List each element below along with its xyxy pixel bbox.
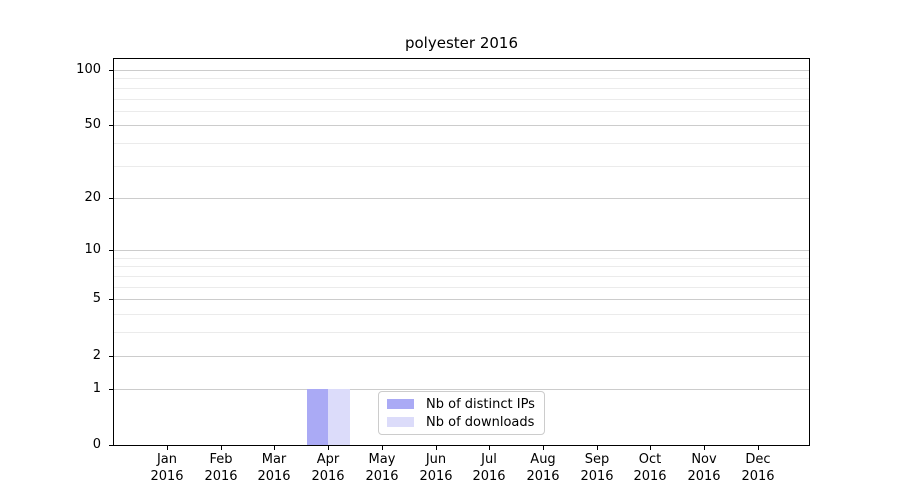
- gridline-minor: [113, 332, 810, 333]
- y-tick-label: 0: [92, 437, 101, 452]
- x-tick-label: Jul 2016: [472, 452, 506, 484]
- x-tick: [489, 446, 490, 450]
- bar: [328, 389, 350, 446]
- chart-title: polyester 2016: [404, 34, 518, 52]
- x-tick: [650, 446, 651, 450]
- x-tick-label: Mar 2016: [257, 452, 291, 484]
- legend-swatch: [387, 417, 414, 427]
- y-tick-label: 100: [76, 62, 101, 77]
- y-tick-label: 5: [92, 291, 101, 306]
- x-tick-label: Jun 2016: [419, 452, 453, 484]
- gridline-minor: [113, 276, 810, 277]
- gridline-major: [113, 198, 810, 199]
- y-tick: [109, 299, 113, 300]
- x-tick-label: Sep 2016: [580, 452, 614, 484]
- x-tick: [167, 446, 168, 450]
- x-tick: [328, 446, 329, 450]
- bar: [306, 389, 329, 446]
- x-tick: [758, 446, 759, 450]
- gridline-minor: [113, 88, 810, 89]
- x-tick-label: Apr 2016: [311, 452, 345, 484]
- x-tick-label: Aug 2016: [526, 452, 560, 484]
- legend-item: Nb of downloads: [387, 414, 535, 430]
- gridline-minor: [113, 78, 810, 79]
- y-tick: [109, 389, 113, 390]
- y-tick: [109, 250, 113, 251]
- gridline-minor: [113, 99, 810, 100]
- gridline-minor: [113, 166, 810, 167]
- legend: Nb of distinct IPs Nb of downloads: [378, 391, 545, 435]
- y-tick-label: 50: [84, 117, 101, 132]
- gridline-major: [113, 70, 810, 71]
- y-tick: [109, 70, 113, 71]
- x-tick: [597, 446, 598, 450]
- gridline-minor: [113, 111, 810, 112]
- x-tick: [221, 446, 222, 450]
- y-tick: [109, 445, 113, 446]
- y-tick-label: 20: [84, 190, 101, 205]
- x-tick: [543, 446, 544, 450]
- x-tick: [436, 446, 437, 450]
- x-tick-label: Nov 2016: [687, 452, 721, 484]
- y-tick-label: 10: [84, 242, 101, 257]
- x-tick: [704, 446, 705, 450]
- x-tick-label: Feb 2016: [204, 452, 238, 484]
- gridline-minor: [113, 258, 810, 259]
- gridline-major: [113, 356, 810, 357]
- gridline-minor: [113, 314, 810, 315]
- y-tick: [109, 125, 113, 126]
- gridline-minor: [113, 266, 810, 267]
- legend-swatch: [387, 399, 414, 409]
- x-tick-label: May 2016: [365, 452, 399, 484]
- y-tick: [109, 356, 113, 357]
- x-tick-label: Dec 2016: [741, 452, 775, 484]
- gridline-minor: [113, 287, 810, 288]
- legend-item: Nb of distinct IPs: [387, 396, 535, 412]
- x-tick-label: Oct 2016: [633, 452, 667, 484]
- gridline-major: [113, 125, 810, 126]
- x-tick: [382, 446, 383, 450]
- legend-label: Nb of downloads: [426, 414, 535, 430]
- plot-area: [113, 58, 810, 446]
- legend-label: Nb of distinct IPs: [426, 396, 535, 412]
- y-tick-label: 1: [92, 381, 101, 396]
- gridline-major: [113, 250, 810, 251]
- x-tick: [274, 446, 275, 450]
- y-tick-label: 2: [92, 348, 101, 363]
- x-tick-label: Jan 2016: [150, 452, 184, 484]
- y-tick: [109, 198, 113, 199]
- gridline-minor: [113, 143, 810, 144]
- gridline-major: [113, 389, 810, 390]
- gridline-major: [113, 299, 810, 300]
